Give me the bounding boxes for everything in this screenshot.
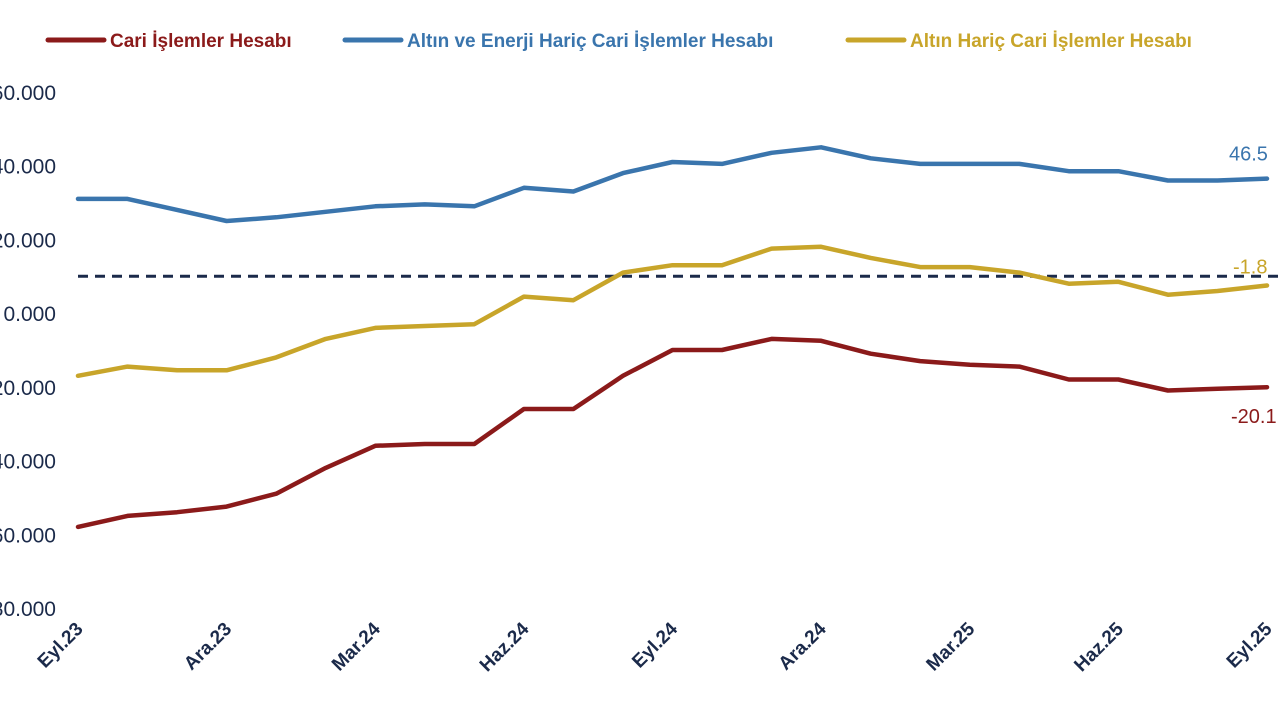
legend: Cari İşlemler Hesabı Altın ve Enerji Hari… (45, 31, 1192, 52)
end-label-3: -1.8 (1233, 257, 1267, 279)
x-tick-label: Mar.24 (328, 618, 385, 675)
x-tick-label: Haz.25 (1070, 618, 1128, 676)
y-tick-label: -80.000 (0, 598, 56, 621)
x-tick-label: Mar.25 (923, 618, 980, 675)
y-tick-label: -60.000 (0, 524, 56, 547)
y-tick-label: 0.000 (3, 303, 56, 326)
end-labels: -20.1 46.5 -1.8 (1229, 144, 1277, 429)
x-tick-label: Ara.23 (180, 619, 236, 675)
legend-label-1: Cari İşlemler Hesabı (110, 31, 292, 52)
end-label-1: -20.1 (1231, 406, 1277, 428)
y-tick-label: 20.000 (0, 229, 56, 252)
y-tick-label: 40.000 (0, 156, 56, 179)
legend-label-2: Altın ve Enerji Hariç Cari İşlemler Hesa… (407, 31, 773, 52)
x-axis: Eyl.23 Ara.23 Mar.24 Haz.24 Eyl.24 Ara.24 Mar.… (34, 618, 1277, 676)
y-axis: 60.000 40.000 20.000 0.000 -20.000 -40.000 -60… (0, 82, 56, 621)
x-tick-label: Eyl.24 (628, 618, 682, 672)
series-group (75, 145, 1270, 530)
x-tick-label: Ara.24 (775, 618, 831, 674)
x-tick-label: Haz.24 (476, 618, 534, 676)
y-tick-label: -40.000 (0, 451, 56, 474)
series-line-2 (75, 145, 1270, 224)
legend-label-3: Altın Hariç Cari İşlemler Hesabı (910, 31, 1192, 52)
x-tick-label: Eyl.23 (34, 619, 88, 673)
y-tick-label: -20.000 (0, 377, 56, 400)
series-line-1 (75, 336, 1270, 530)
y-tick-label: 60.000 (0, 82, 56, 105)
series-line-3 (75, 244, 1270, 379)
end-label-2: 46.5 (1229, 144, 1268, 166)
x-tick-label: Eyl.25 (1223, 618, 1277, 672)
